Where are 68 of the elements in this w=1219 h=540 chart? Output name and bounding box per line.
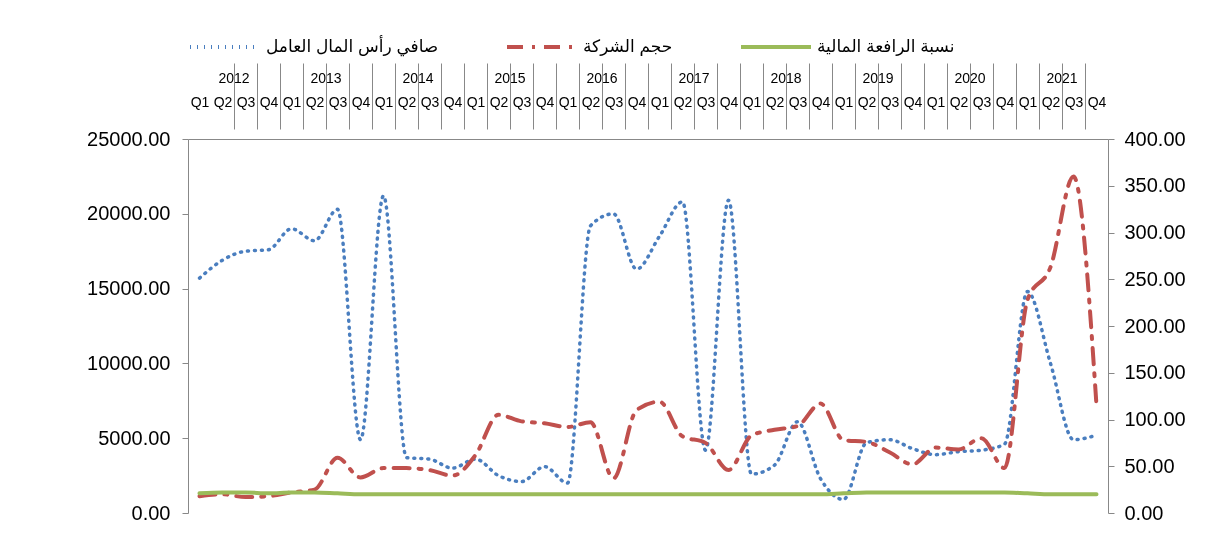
x-tick-label: Q4 — [811, 93, 831, 110]
text: 2019 — [862, 70, 894, 86]
y-tick-label: 5000.00 — [98, 426, 171, 449]
x-tick-label: Q1 — [374, 93, 394, 110]
y-tick-label: 20000.00 — [87, 202, 171, 225]
text: 2017 — [678, 70, 710, 86]
x-tick-label: Q3 — [512, 93, 532, 110]
x-tick-label: Q2 — [581, 93, 601, 110]
text: 2016 — [586, 70, 618, 86]
x-tick-label: Q1 — [282, 93, 302, 110]
text: 2013 — [310, 70, 342, 86]
text: 2021 — [1046, 70, 1078, 86]
x-tick-label: Q4 — [627, 93, 647, 110]
x-tick-label: Q2 — [949, 93, 969, 110]
x-tick-label: Q2 — [489, 93, 509, 110]
x-tick-label: Q1 — [466, 93, 486, 110]
x-tick-label: Q1 — [742, 93, 762, 110]
x-tick-label: Q3 — [328, 93, 348, 110]
legend-label: صافي رأس المال العامل — [266, 35, 439, 57]
legend-label: حجم الشركة — [583, 37, 673, 57]
x-tick-label: Q3 — [604, 93, 624, 110]
y2-tick-label: 100.00 — [1124, 408, 1186, 430]
x-tick-label: Q3 — [420, 93, 440, 110]
x-tick-label: Q2 — [213, 93, 233, 110]
y2-tick-label: 400.00 — [1124, 127, 1186, 150]
y2-tick-label: 350.00 — [1124, 174, 1186, 197]
x-tick-label: Q1 — [190, 93, 210, 110]
text: 2020 — [954, 70, 986, 86]
text: 2014 — [402, 70, 434, 86]
x-tick-label: Q4 — [351, 93, 371, 110]
x-tick-label: Q4 — [535, 93, 555, 110]
x-tick-label: Q1 — [926, 93, 946, 110]
x-tick-label: Q3 — [880, 93, 900, 110]
x-tick-label: Q3 — [696, 93, 716, 110]
text: 2012 — [218, 70, 250, 86]
text: 2015 — [494, 70, 526, 86]
text: 2018 — [770, 70, 802, 86]
x-tick-label: Q4 — [1087, 93, 1107, 110]
y-tick-label: 0.00 — [131, 501, 171, 524]
x-tick-label: Q3 — [788, 93, 808, 110]
x-tick-label: Q4 — [903, 93, 923, 110]
x-tick-label: Q1 — [1018, 93, 1038, 110]
y2-tick-label: 0.00 — [1124, 501, 1164, 524]
y2-tick-label: 250.00 — [1124, 267, 1186, 290]
x-tick-label: Q2 — [397, 93, 417, 110]
x-tick-label: Q2 — [305, 93, 325, 110]
y2-tick-label: 200.00 — [1124, 314, 1186, 337]
y-tick-label: 15000.00 — [87, 277, 171, 300]
x-tick-label: Q4 — [719, 93, 739, 110]
x-tick-label: Q2 — [857, 93, 877, 110]
x-tick-label: Q1 — [558, 93, 578, 110]
x-tick-label: Q1 — [834, 93, 854, 110]
legend-label: نسبة الرافعة المالية — [817, 37, 955, 56]
x-tick-label: Q1 — [650, 93, 670, 110]
x-tick-label: Q4 — [443, 93, 463, 110]
x-tick-label: Q2 — [673, 93, 693, 110]
x-tick-label: Q4 — [259, 93, 279, 110]
y-tick-label: 25000.00 — [87, 127, 171, 150]
x-tick-label: Q3 — [236, 93, 256, 110]
x-tick-label: Q3 — [1064, 93, 1084, 110]
x-tick-label: Q2 — [765, 93, 785, 110]
y2-tick-label: 50.00 — [1124, 454, 1175, 477]
x-tick-label: Q3 — [972, 93, 992, 110]
y2-tick-label: 300.00 — [1124, 221, 1186, 243]
y2-tick-label: 150.00 — [1124, 361, 1186, 384]
x-tick-label: Q2 — [1041, 93, 1061, 110]
x-tick-label: Q4 — [995, 93, 1015, 110]
y-tick-label: 10000.00 — [87, 351, 171, 374]
